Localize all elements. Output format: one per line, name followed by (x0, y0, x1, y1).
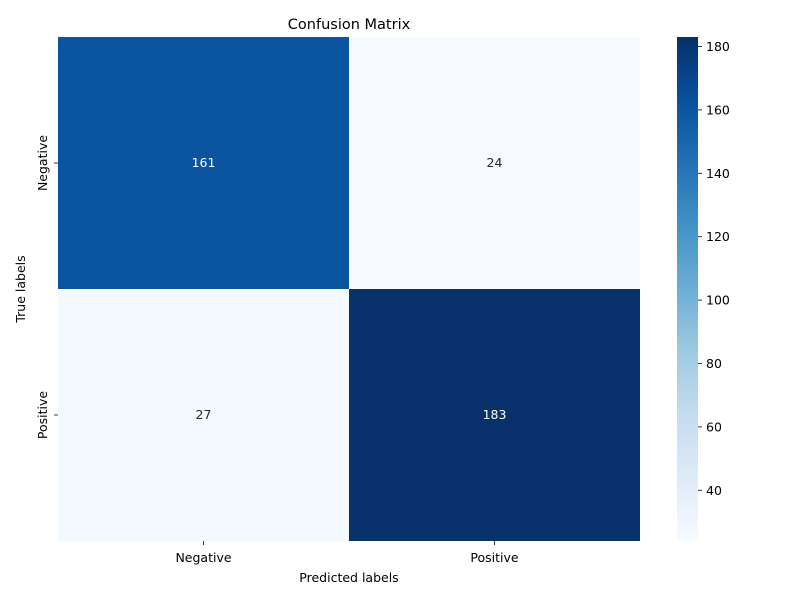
heatmap-cell (349, 37, 640, 289)
colorbar-tick-label: 180 (706, 39, 730, 54)
colorbar-ticks: 40 60 80 100 120 140 160 180 (698, 39, 730, 498)
colorbar-tick-label: 100 (706, 293, 730, 308)
cell-value-label: 24 (487, 155, 503, 170)
cell-value-label: 161 (192, 155, 216, 170)
colorbar-tick-label: 60 (706, 419, 722, 434)
x-axis-ticks: Negative Positive (175, 541, 519, 565)
y-axis-label: True labels (13, 255, 28, 323)
heatmap-cell (58, 289, 349, 541)
heatmap-cells: 161 24 27 183 (58, 37, 640, 541)
colorbar-tick-label: 160 (706, 102, 730, 117)
cell-value-label: 27 (196, 407, 212, 422)
x-tick-label: Positive (470, 550, 518, 565)
colorbar-tick-label: 140 (706, 166, 730, 181)
x-axis-label: Predicted labels (299, 570, 398, 585)
chart-title: Confusion Matrix (288, 17, 411, 33)
colorbar-tick-label: 40 (706, 483, 722, 498)
heatmap-cell (58, 37, 349, 289)
colorbar-tick-label: 80 (706, 356, 722, 371)
cell-value-label: 183 (483, 407, 507, 422)
colorbar (677, 37, 698, 541)
y-tick-label: Positive (35, 391, 50, 439)
heatmap-cell (349, 289, 640, 541)
y-axis-ticks: Negative Positive (35, 135, 58, 439)
colorbar-tick-label: 120 (706, 229, 730, 244)
x-tick-label: Negative (175, 550, 231, 565)
y-tick-label: Negative (35, 135, 50, 191)
